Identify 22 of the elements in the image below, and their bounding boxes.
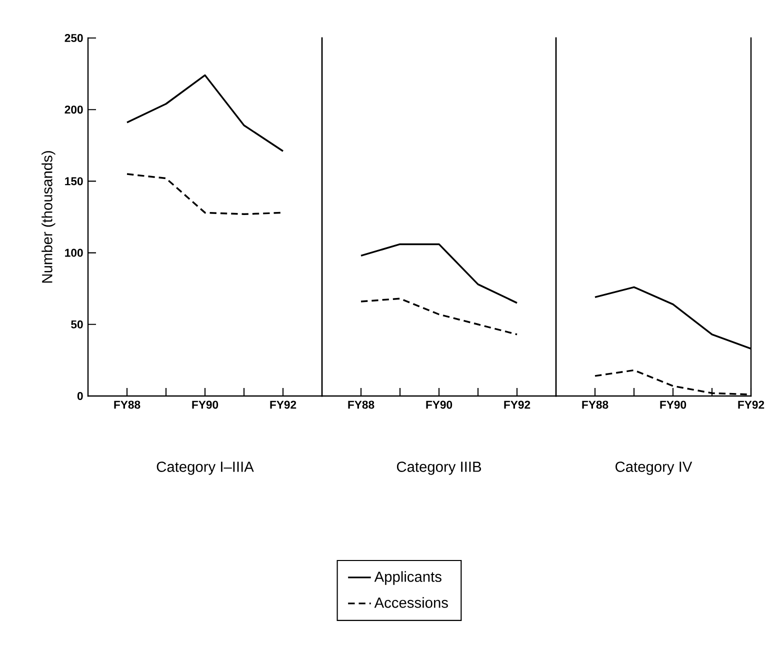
x-axis-title: Category IIIB — [396, 462, 482, 475]
x-tick-label: FY88 — [582, 400, 608, 409]
x-axis-title: Category I–IIIA — [156, 462, 254, 475]
x-tick-label: FY90 — [426, 400, 452, 409]
legend-label: Applicants — [374, 571, 442, 585]
x-tick-label: FY92 — [270, 400, 296, 409]
x-tick-label: FY92 — [738, 400, 764, 409]
x-tick-label: FY92 — [504, 400, 530, 409]
y-axis-title: Number (thousands) — [42, 151, 56, 283]
y-tick-label: 0 — [77, 392, 83, 400]
x-tick-label: FY90 — [192, 400, 218, 409]
y-tick-label: 200 — [64, 106, 83, 114]
y-tick-label: 50 — [71, 320, 83, 328]
y-tick-label: 250 — [64, 34, 83, 42]
x-axis-title: Category IV — [616, 462, 692, 475]
legend-label: Accessions — [374, 597, 448, 608]
y-tick-label: 150 — [65, 177, 83, 186]
x-tick-label: FY88 — [348, 400, 374, 409]
y-tick-label: 100 — [65, 248, 83, 257]
line-series — [126, 74, 284, 152]
x-tick-label: FY88 — [114, 400, 140, 409]
x-tick-label: FY90 — [660, 400, 686, 409]
